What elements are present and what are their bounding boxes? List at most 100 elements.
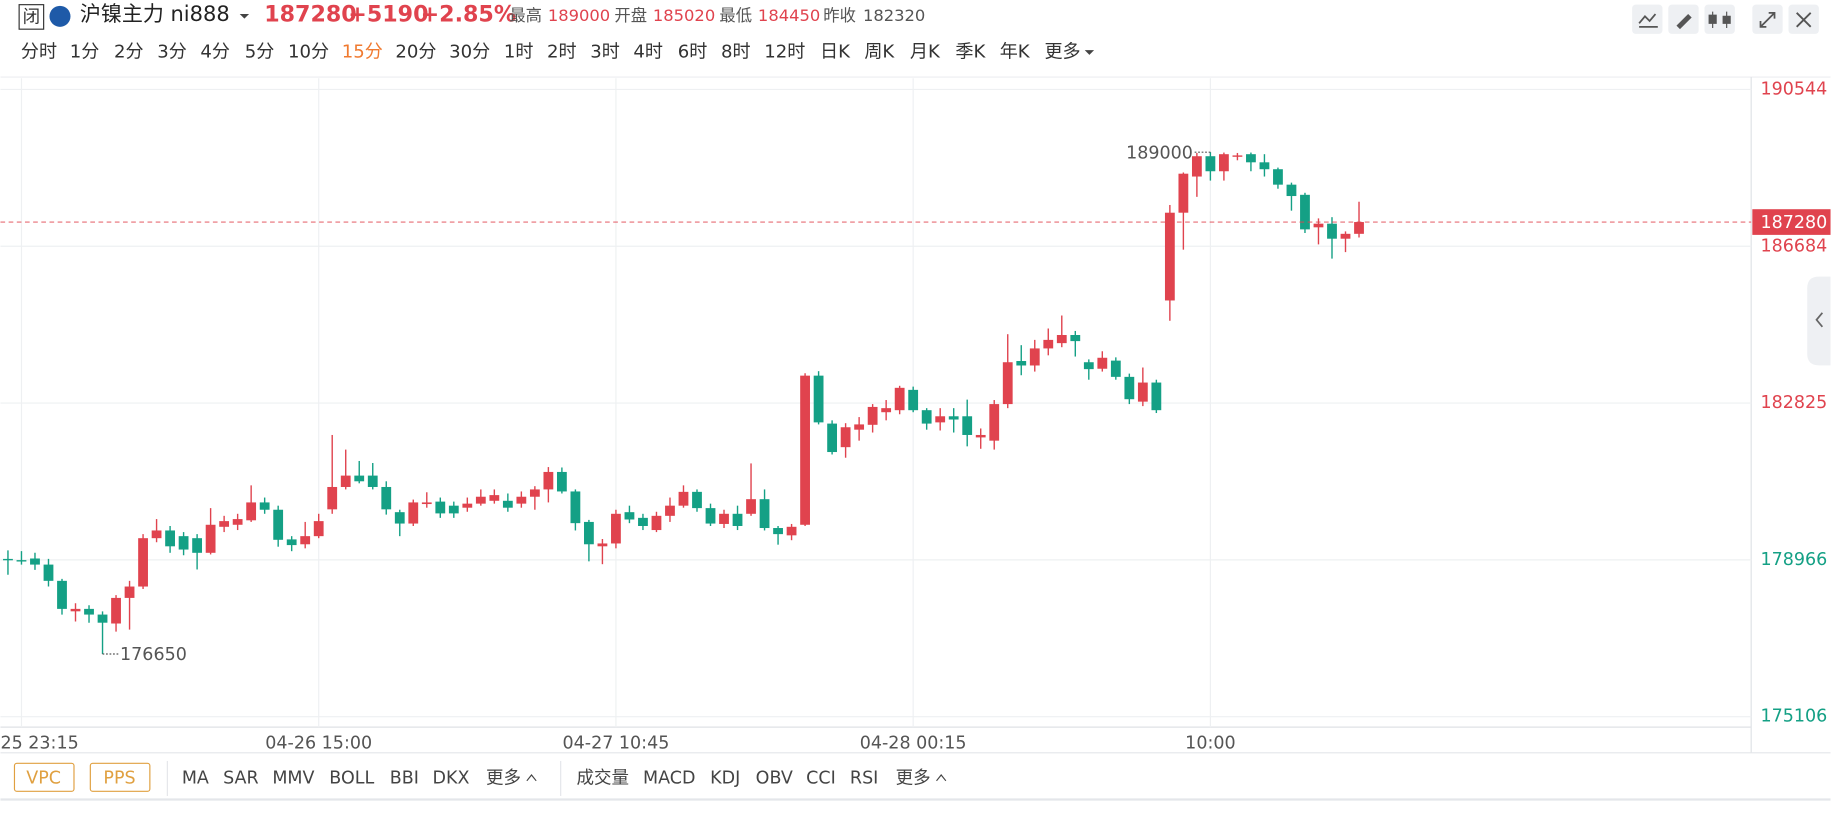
overlay-label[interactable]: VPC [26,768,61,788]
status-icon: 闭 [23,8,40,28]
candle-body [1259,162,1270,170]
candle-body [1056,335,1067,344]
period-tab[interactable]: 5分 [245,42,275,63]
y-tick-label: 186684 [1761,236,1828,256]
candle-body [1043,339,1054,349]
candle-body [1164,212,1175,301]
symbol-caret[interactable] [239,14,250,19]
candle-body [340,475,351,487]
period-tab[interactable]: 1分 [70,42,100,63]
symbol[interactable]: 沪镍主力 ni888 [80,2,230,26]
change: +5190 [348,2,428,28]
overlay-button[interactable] [89,762,151,792]
side-panel-toggle[interactable] [1807,276,1831,366]
candle-body [1137,382,1148,402]
candle-body [1286,184,1297,197]
main-indicator[interactable]: 更多 [486,768,521,788]
stat-label: 最低 [719,6,752,25]
candle-body [1340,233,1351,239]
candle-body [435,501,446,514]
sub-indicator[interactable]: CCI [806,768,836,788]
candle-body [759,499,770,529]
period-tab[interactable]: 1时 [504,42,534,63]
period-tab[interactable]: 12时 [764,42,805,63]
main-indicator[interactable]: MMV [272,768,314,788]
candle-body [246,502,257,521]
period-tab[interactable]: 2时 [547,42,577,63]
candle-body [705,508,716,524]
candle-body [962,416,973,435]
candle-body [975,434,986,438]
candle-body [935,416,946,423]
candle-body [732,513,743,526]
period-tab[interactable]: 周K [864,42,895,63]
candle-body [1083,362,1094,370]
candle-body [354,475,365,482]
candle-body [543,471,554,490]
period-tab[interactable]: 4分 [200,42,230,63]
candle-body [124,586,135,598]
more-caret[interactable] [936,774,947,782]
candle-body [989,404,1000,441]
period-tab[interactable]: 30分 [449,42,490,63]
candle-body [948,416,959,420]
candle-body [773,528,783,535]
period-tab[interactable]: 6时 [678,42,708,63]
sub-indicator[interactable]: RSI [850,768,878,788]
more-caret[interactable] [526,774,537,782]
candle-body [651,515,662,531]
period-tab[interactable]: 20分 [395,42,436,63]
candle-body [57,580,67,609]
status-box [18,4,45,30]
period-tab[interactable]: 3时 [590,42,620,63]
main-indicator[interactable]: BOLL [329,768,374,788]
period-tab[interactable]: 季K [955,42,986,63]
period-tab[interactable]: 2分 [114,42,144,63]
change-pct: +2.85% [421,2,516,28]
candle-body [1219,154,1229,172]
candle-body [219,521,230,527]
candle-body [800,375,810,525]
candle-body [462,503,473,508]
candle-body [192,538,203,553]
candle-body [43,564,54,581]
sub-indicator[interactable]: 更多 [896,768,931,788]
period-tab[interactable]: 日K [820,42,851,63]
candle-body [516,496,527,504]
candle-body [719,513,729,524]
sub-indicator[interactable]: OBV [756,768,793,788]
sub-indicator[interactable]: MACD [643,768,695,788]
main-indicator[interactable]: BBI [390,768,419,788]
candle-body [1097,357,1108,369]
main-indicator[interactable]: MA [182,768,209,788]
overlay-button[interactable] [13,762,75,792]
period-tab[interactable]: 分时 [21,42,57,63]
candle-body [638,517,648,526]
main-indicator[interactable]: DKX [433,768,470,788]
candle-body [692,491,702,509]
candle-body [786,526,797,536]
more-caret[interactable] [1084,50,1095,55]
period-tab[interactable]: 8时 [721,42,751,63]
sub-indicator[interactable]: KDJ [710,768,740,788]
overlay-label[interactable]: PPS [103,768,135,788]
period-tab[interactable]: 4时 [633,42,663,63]
period-tab[interactable]: 10分 [288,42,329,63]
candle-body [205,524,216,553]
period-tab[interactable]: 15分 [342,42,383,63]
candle-body [827,423,838,453]
period-tab[interactable]: 3分 [157,42,187,63]
y-tick-label: 190544 [1761,79,1828,99]
y-tick-label: 182825 [1761,393,1828,413]
sub-indicator[interactable]: 成交量 [576,768,629,788]
period-tab[interactable]: 年K [1000,42,1031,63]
high-label: 189000 [1126,143,1193,163]
candle-body [111,597,121,624]
period-tab[interactable]: 月K [910,42,941,63]
candle-body [570,491,581,524]
main-indicator[interactable]: SAR [223,768,259,788]
candle-body [921,410,932,424]
period-tab[interactable]: 更多 [1044,42,1080,63]
candle-body [584,521,594,545]
